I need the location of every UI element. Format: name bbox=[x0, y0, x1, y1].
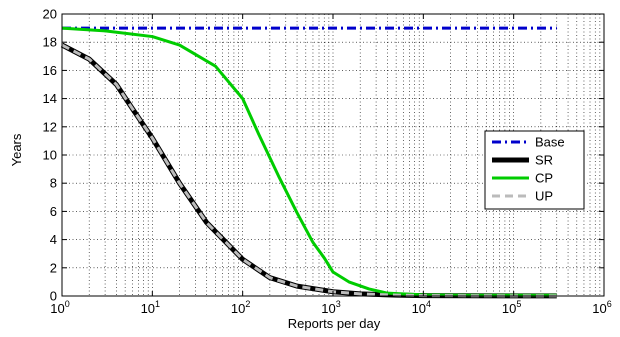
legend-label-base: Base bbox=[535, 135, 565, 150]
y-tick-label: 10 bbox=[43, 148, 57, 163]
series-line-up bbox=[61, 43, 557, 298]
series-line-sr bbox=[60, 42, 557, 299]
x-tick-label: 102 bbox=[231, 299, 250, 316]
y-tick-label: 16 bbox=[43, 63, 57, 78]
axis-ticks: 0 2 4 6 8 10 12 14 16 18 20 100 101 102 103 104 105 106 bbox=[43, 7, 612, 317]
x-tick-label: 101 bbox=[141, 299, 160, 316]
y-tick-label: 6 bbox=[50, 204, 57, 219]
y-tick-label: 2 bbox=[50, 260, 57, 275]
x-tick-label: 103 bbox=[321, 299, 340, 316]
x-tick-label: 100 bbox=[50, 299, 69, 316]
y-tick-label: 4 bbox=[50, 232, 57, 247]
y-tick-label: 8 bbox=[50, 176, 57, 191]
legend-label-sr: SR bbox=[535, 153, 553, 168]
legend: Base SR CP UP bbox=[484, 130, 585, 210]
x-tick-label: 104 bbox=[412, 299, 431, 316]
y-tick-label: 20 bbox=[43, 7, 57, 22]
legend-box bbox=[484, 130, 585, 210]
x-axis-label: Reports per day bbox=[288, 316, 381, 331]
y-tick-label: 14 bbox=[43, 91, 57, 106]
y-axis-label: Years bbox=[9, 133, 24, 166]
series-line-cp bbox=[61, 26, 557, 297]
legend-label-up: UP bbox=[535, 189, 553, 204]
x-tick-label: 106 bbox=[592, 299, 611, 316]
y-tick-label: 18 bbox=[43, 35, 57, 50]
y-tick-label: 0 bbox=[50, 289, 57, 304]
legend-label-cp: CP bbox=[535, 171, 553, 186]
series-lines bbox=[60, 26, 557, 299]
x-tick-label: 105 bbox=[502, 299, 521, 316]
y-tick-label: 12 bbox=[43, 119, 57, 134]
